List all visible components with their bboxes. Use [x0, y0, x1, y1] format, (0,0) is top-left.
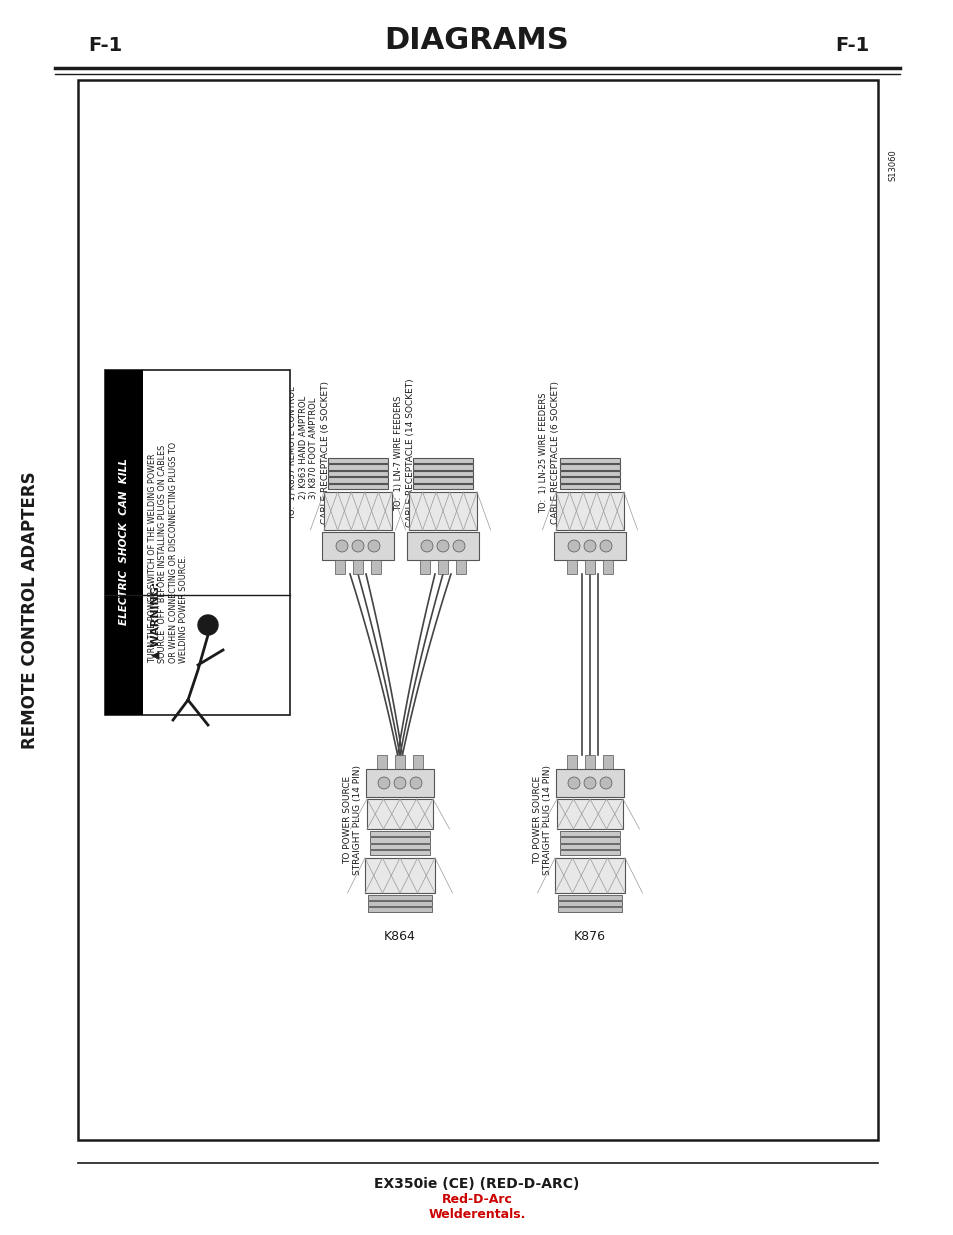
Bar [413, 471, 473, 477]
Text: TURN THE POWER SWITCH OF THE WELDING POWER
SOURCE "OFF" BEFORE INSTALLING PLUGS : TURN THE POWER SWITCH OF THE WELDING POW… [148, 441, 188, 662]
Bar [558, 902, 621, 906]
Bar [556, 492, 623, 530]
Text: TO:  1) K857 REMOTE CONTROL
        2) K963 HAND AMPTROL
        3) K870 FOOT AM: TO: 1) K857 REMOTE CONTROL 2) K963 HAND … [288, 387, 317, 520]
Circle shape [583, 540, 596, 552]
Bar [365, 858, 435, 893]
Bar [368, 906, 432, 911]
Circle shape [567, 777, 579, 789]
Text: F-1: F-1 [88, 36, 122, 56]
Bar [559, 837, 619, 842]
Bar [371, 559, 380, 574]
Circle shape [583, 777, 596, 789]
Bar [559, 850, 619, 855]
Text: ▲ WARNING:: ▲ WARNING: [151, 582, 161, 658]
Bar [559, 477, 619, 483]
Bar [353, 559, 363, 574]
Bar [370, 844, 430, 848]
Text: EX350ie (CE) (RED-D-ARC): EX350ie (CE) (RED-D-ARC) [374, 1177, 579, 1191]
Bar [409, 492, 476, 530]
Bar [366, 769, 434, 797]
Circle shape [599, 540, 612, 552]
Bar [566, 559, 577, 574]
Bar [324, 492, 392, 530]
Circle shape [377, 777, 390, 789]
Bar [559, 484, 619, 489]
Bar [395, 755, 405, 769]
Text: TO:  1) LN-25 WIRE FEEDERS: TO: 1) LN-25 WIRE FEEDERS [538, 393, 547, 514]
Circle shape [436, 540, 449, 552]
Bar [419, 559, 430, 574]
Text: CABLE RECEPTACLE (14 SOCKET): CABLE RECEPTACLE (14 SOCKET) [406, 379, 415, 527]
Circle shape [198, 615, 218, 635]
Bar [370, 837, 430, 842]
Bar [370, 850, 430, 855]
Text: S13060: S13060 [887, 149, 897, 180]
Text: REMOTE CONTROL ADAPTERS: REMOTE CONTROL ADAPTERS [21, 472, 39, 748]
Bar [566, 755, 577, 769]
Bar [328, 477, 388, 483]
Bar [368, 902, 432, 906]
Text: F-1: F-1 [835, 36, 869, 56]
Bar [370, 831, 430, 836]
Text: STRAIGHT PLUG (14 PIN): STRAIGHT PLUG (14 PIN) [354, 764, 362, 876]
Bar [328, 484, 388, 489]
Text: Red-D-Arc: Red-D-Arc [441, 1193, 512, 1207]
Circle shape [352, 540, 364, 552]
Bar [437, 559, 448, 574]
Bar [559, 831, 619, 836]
Bar [413, 458, 473, 463]
Text: CABLE RECEPTACLE (6 SOCKET): CABLE RECEPTACLE (6 SOCKET) [320, 382, 330, 525]
Bar [602, 755, 613, 769]
Bar [456, 559, 465, 574]
Bar [368, 895, 432, 900]
Bar [413, 477, 473, 483]
Bar [328, 458, 388, 463]
Circle shape [394, 777, 406, 789]
Bar [584, 755, 595, 769]
Bar [407, 532, 478, 559]
Text: TO POWER SOURCE: TO POWER SOURCE [343, 776, 352, 864]
Bar [559, 471, 619, 477]
Bar [584, 559, 595, 574]
Circle shape [335, 540, 348, 552]
Bar [559, 458, 619, 463]
Text: K864: K864 [384, 930, 416, 944]
Circle shape [410, 777, 421, 789]
Bar [105, 370, 143, 715]
Bar [105, 370, 290, 715]
Text: TO:  1) LN-7 WIRE FEEDERS: TO: 1) LN-7 WIRE FEEDERS [394, 395, 402, 511]
Bar [322, 532, 394, 559]
Bar [413, 755, 422, 769]
Text: TO POWER SOURCE: TO POWER SOURCE [533, 776, 542, 864]
Bar [376, 755, 387, 769]
Bar [559, 844, 619, 848]
Circle shape [599, 777, 612, 789]
Bar [558, 906, 621, 911]
Text: Welderentals.: Welderentals. [428, 1208, 525, 1221]
Bar [602, 559, 613, 574]
Text: CABLE RECEPTACLE (6 SOCKET): CABLE RECEPTACLE (6 SOCKET) [551, 382, 559, 525]
Text: DIAGRAMS: DIAGRAMS [384, 26, 569, 56]
Bar [367, 799, 433, 829]
Bar [556, 769, 623, 797]
Bar [555, 858, 624, 893]
Bar [78, 80, 877, 1140]
Circle shape [368, 540, 379, 552]
Bar [559, 464, 619, 469]
Bar [554, 532, 625, 559]
Text: STRAIGHT PLUG (14 PIN): STRAIGHT PLUG (14 PIN) [543, 764, 552, 876]
Bar [328, 471, 388, 477]
Bar [558, 895, 621, 900]
Circle shape [453, 540, 464, 552]
Bar [557, 799, 622, 829]
Text: K876: K876 [574, 930, 605, 944]
Bar [413, 484, 473, 489]
Bar [328, 464, 388, 469]
Circle shape [420, 540, 433, 552]
Text: ELECTRIC  SHOCK  CAN  KILL: ELECTRIC SHOCK CAN KILL [119, 458, 129, 625]
Bar [413, 464, 473, 469]
Bar [335, 559, 345, 574]
Circle shape [567, 540, 579, 552]
